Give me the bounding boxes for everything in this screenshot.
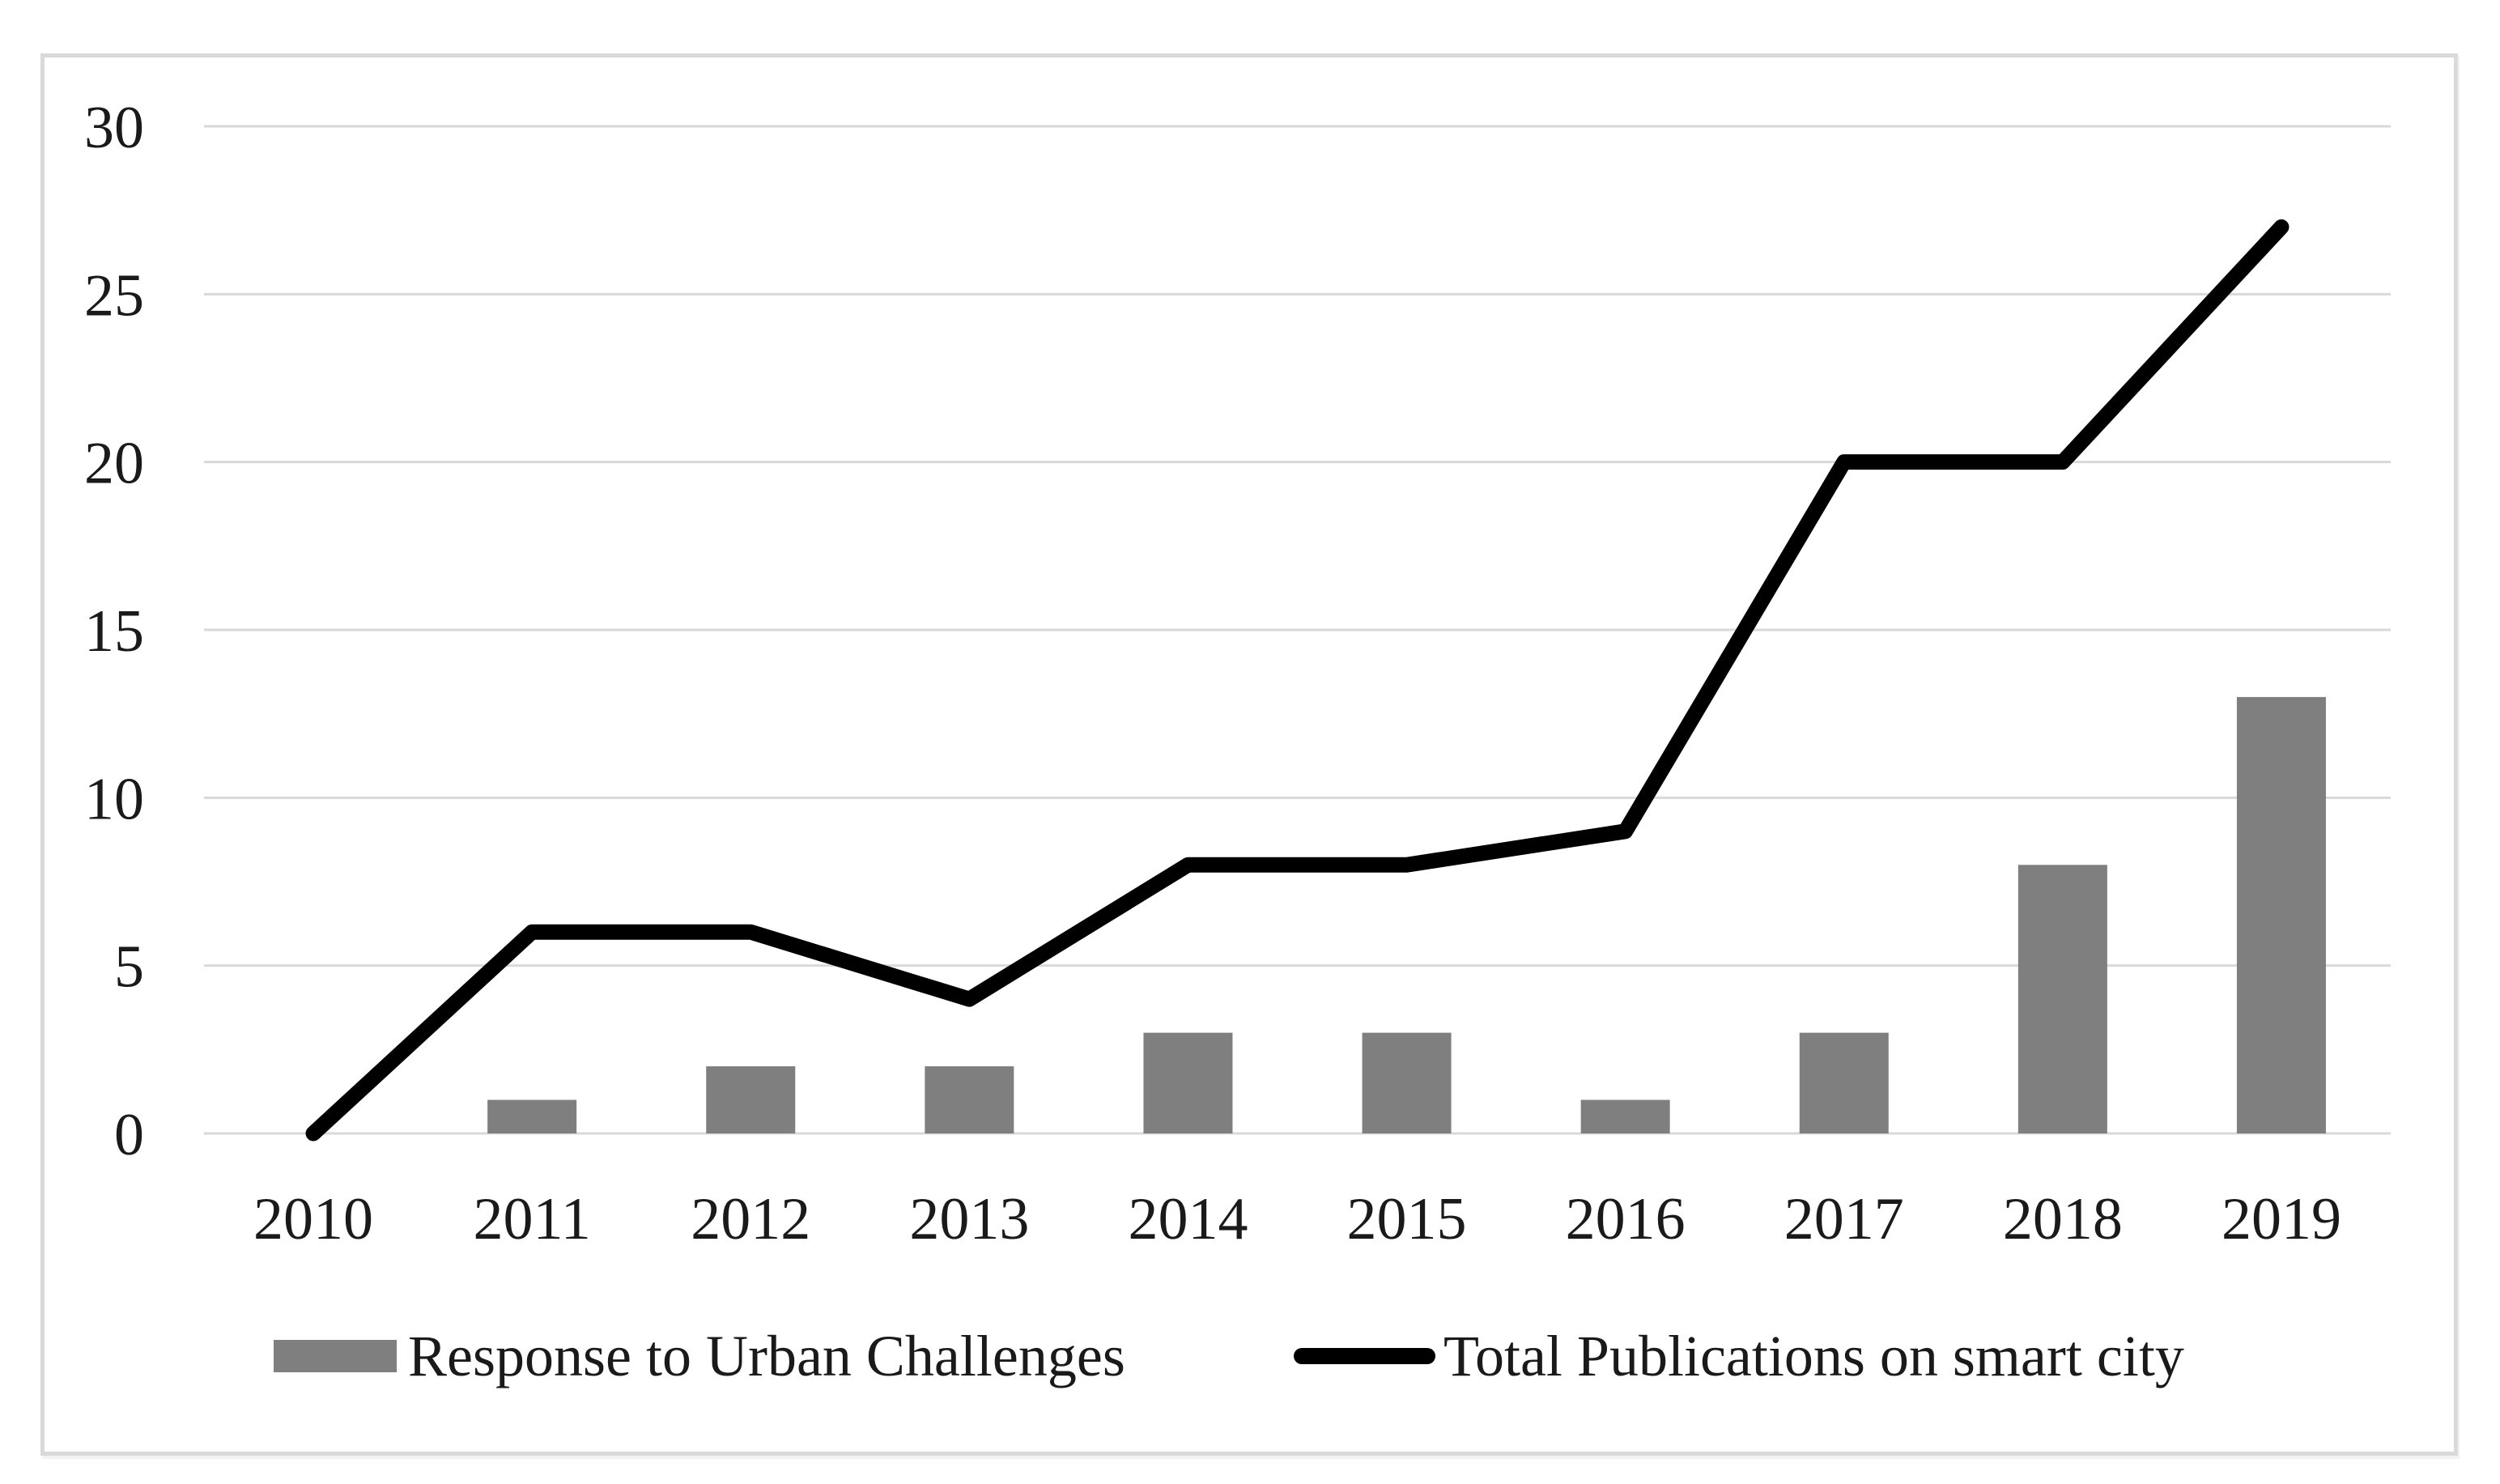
bar-2017: [1799, 1032, 1889, 1133]
y-axis-tick-label: 30: [84, 95, 144, 161]
bar-series-swatch-icon: [274, 1340, 397, 1372]
bar-2019: [2236, 696, 2326, 1133]
bar-2016: [1580, 1099, 1670, 1133]
bar-2015: [1362, 1032, 1452, 1133]
x-axis-tick-label: 2018: [2003, 1186, 2123, 1252]
bar-2018: [2017, 865, 2107, 1133]
bar-2011: [487, 1099, 577, 1133]
y-axis-tick-label: 25: [84, 262, 144, 329]
line-series-swatch-icon: [1294, 1348, 1435, 1364]
legend-item-bar-series: Response to Urban Challenges: [274, 1326, 1125, 1386]
x-axis-tick-label: 2015: [1347, 1186, 1467, 1252]
line-series-legend-label: Total Publications on smart city: [1443, 1324, 2184, 1388]
bar-series-legend-label: Response to Urban Challenges: [408, 1324, 1125, 1388]
line-series: [305, 219, 2290, 1142]
bar-2013: [925, 1066, 1014, 1133]
bar-2012: [706, 1066, 796, 1133]
x-axis-tick-label: 2013: [909, 1186, 1029, 1252]
y-axis-tick-label: 20: [84, 431, 144, 497]
x-axis-tick-label: 2017: [1784, 1186, 1904, 1252]
x-axis-tick-label: 2011: [474, 1186, 591, 1252]
bar-2014: [1143, 1032, 1233, 1133]
x-axis-tick-label: 2016: [1566, 1186, 1686, 1252]
y-axis-tick-label: 0: [114, 1102, 144, 1168]
x-axis-tick-label: 2010: [253, 1186, 373, 1252]
legend-item-line-series: Total Publications on smart city: [1294, 1326, 2184, 1386]
chart-frame-border: [40, 53, 2458, 1456]
y-axis-tick-label: 10: [84, 766, 144, 832]
y-axis-tick-label: 5: [114, 934, 144, 1001]
y-axis-tick-label: 15: [84, 598, 144, 665]
x-axis-tick-label: 2019: [2222, 1186, 2341, 1252]
x-axis-tick-label: 2014: [1128, 1186, 1248, 1252]
x-axis-tick-label: 2012: [691, 1186, 810, 1252]
